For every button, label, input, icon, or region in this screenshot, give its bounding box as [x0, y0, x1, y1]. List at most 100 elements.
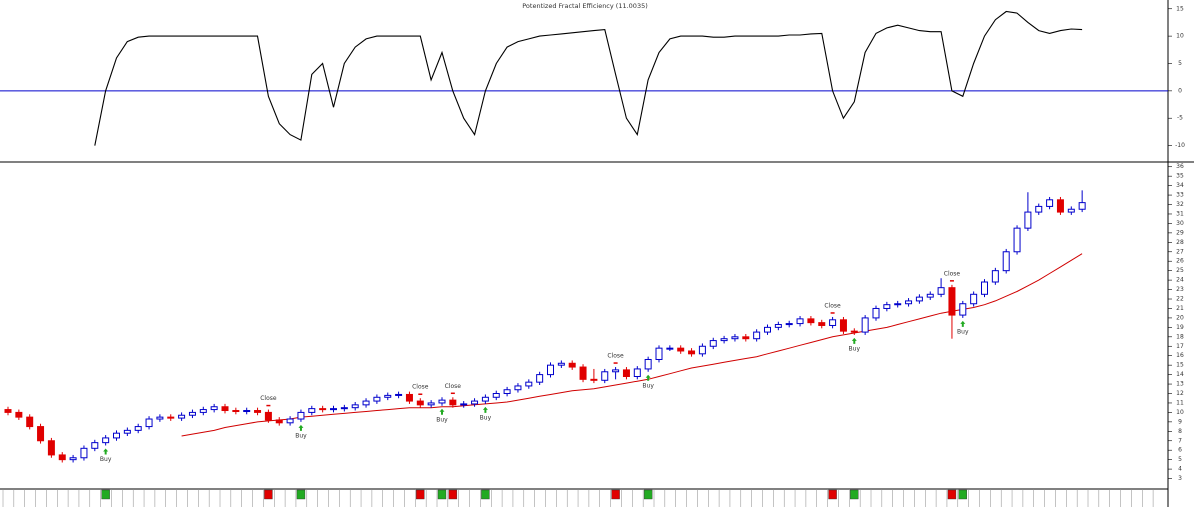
candle-body: [395, 393, 403, 396]
candle-body: [492, 393, 500, 398]
candle-body: [58, 454, 66, 461]
signal-label: Buy: [295, 432, 307, 439]
indicator-line: [94, 10, 1083, 146]
candle-body: [460, 403, 468, 406]
candle-body: [514, 385, 522, 391]
y-tick-label: -5: [1177, 115, 1183, 122]
signal-label: Buy: [480, 414, 492, 421]
y-tick-label: 5: [1178, 456, 1182, 463]
signal-label: Buy: [849, 345, 861, 352]
candle-body: [579, 366, 587, 380]
y-tick-label: 6: [1178, 447, 1182, 454]
candle-body: [547, 364, 554, 376]
candle-body: [839, 319, 847, 332]
y-tick-label: 35: [1176, 173, 1184, 180]
y-tick-label: 31: [1176, 210, 1184, 217]
candle-body: [644, 358, 652, 370]
signal-marker: [828, 489, 837, 500]
y-tick-label: 19: [1176, 324, 1184, 331]
candle-body: [351, 404, 359, 409]
candle-body: [622, 369, 630, 377]
y-tick-label: 12: [1176, 390, 1184, 397]
y-tick-label: 9: [1178, 418, 1182, 425]
candle-body: [991, 270, 999, 283]
candle-body: [373, 396, 381, 402]
y-tick-label: 8: [1178, 428, 1182, 435]
candle-body: [796, 318, 804, 325]
candle-body: [698, 345, 706, 355]
y-tick-label: 27: [1176, 248, 1184, 255]
candle-body: [883, 304, 891, 309]
candle-body: [15, 411, 23, 418]
candle-body: [785, 323, 793, 326]
candle-body: [1046, 199, 1054, 207]
y-tick-label: 24: [1176, 277, 1184, 284]
candle-body: [872, 307, 880, 319]
candle-body: [308, 408, 316, 413]
candle-body: [330, 408, 337, 411]
candle-body: [481, 396, 489, 402]
signal-label: Buy: [100, 456, 112, 463]
y-tick-label: 25: [1176, 267, 1184, 274]
indicator-title: Potentized Fractal Efficiency (11.0035): [522, 2, 648, 10]
candle-body: [438, 399, 446, 404]
y-tick-label: 26: [1176, 258, 1184, 265]
candle-body: [557, 362, 565, 366]
signal-label: Buy: [957, 328, 969, 335]
candle-body: [275, 419, 283, 424]
candle-body: [145, 418, 153, 428]
signal-arrow: [439, 408, 445, 415]
candle-body: [80, 447, 88, 459]
candle-body: [123, 429, 131, 434]
candle-body: [167, 416, 175, 419]
signal-marker: [296, 489, 306, 500]
y-tick-label: 13: [1176, 381, 1184, 388]
candle-body: [731, 336, 739, 340]
y-tick-label: 36: [1176, 163, 1184, 170]
signal-marker: [416, 489, 425, 500]
signal-arrow: [103, 448, 109, 455]
candle-body: [427, 402, 435, 406]
candle-body: [536, 374, 544, 383]
signal-marker: [611, 489, 620, 500]
y-tick-label: 28: [1176, 239, 1184, 246]
candle-body: [612, 369, 620, 373]
candle-body: [1002, 251, 1010, 272]
candle-body: [362, 400, 370, 406]
candle-body: [1013, 227, 1021, 253]
signal-label: Close: [445, 383, 462, 390]
signal-marker: [481, 489, 490, 500]
y-tick-label: 15: [1176, 5, 1184, 12]
candle-body: [232, 410, 240, 413]
signal-label: Close: [412, 384, 429, 391]
candle-body: [4, 409, 12, 413]
candle-body: [850, 330, 858, 333]
candle-body: [37, 426, 45, 442]
candle-body: [753, 331, 761, 340]
candle-body: [254, 410, 262, 413]
candle-body: [774, 324, 782, 328]
y-tick-label: 33: [1176, 192, 1184, 199]
candle-body: [405, 393, 413, 402]
candle-body: [210, 406, 218, 411]
candle-body: [926, 293, 934, 298]
candle-body: [69, 457, 77, 461]
y-tick-label: 0: [1178, 87, 1182, 94]
signal-marker: [437, 489, 447, 500]
candle-body: [915, 296, 923, 302]
signal-arrow: [298, 424, 304, 431]
y-tick-label: 21: [1176, 305, 1184, 312]
candle-body: [188, 411, 196, 416]
candle-body: [1024, 211, 1032, 229]
candle-body: [742, 336, 750, 340]
candle-body: [1056, 199, 1064, 213]
y-tick-label: 4: [1178, 466, 1182, 473]
y-tick-label: 34: [1176, 182, 1184, 189]
signal-label: Close: [944, 270, 961, 277]
y-tick-label: 22: [1176, 296, 1184, 303]
candle-body: [1035, 205, 1043, 213]
candle-body: [134, 426, 142, 431]
signal-label: Buy: [436, 416, 448, 423]
